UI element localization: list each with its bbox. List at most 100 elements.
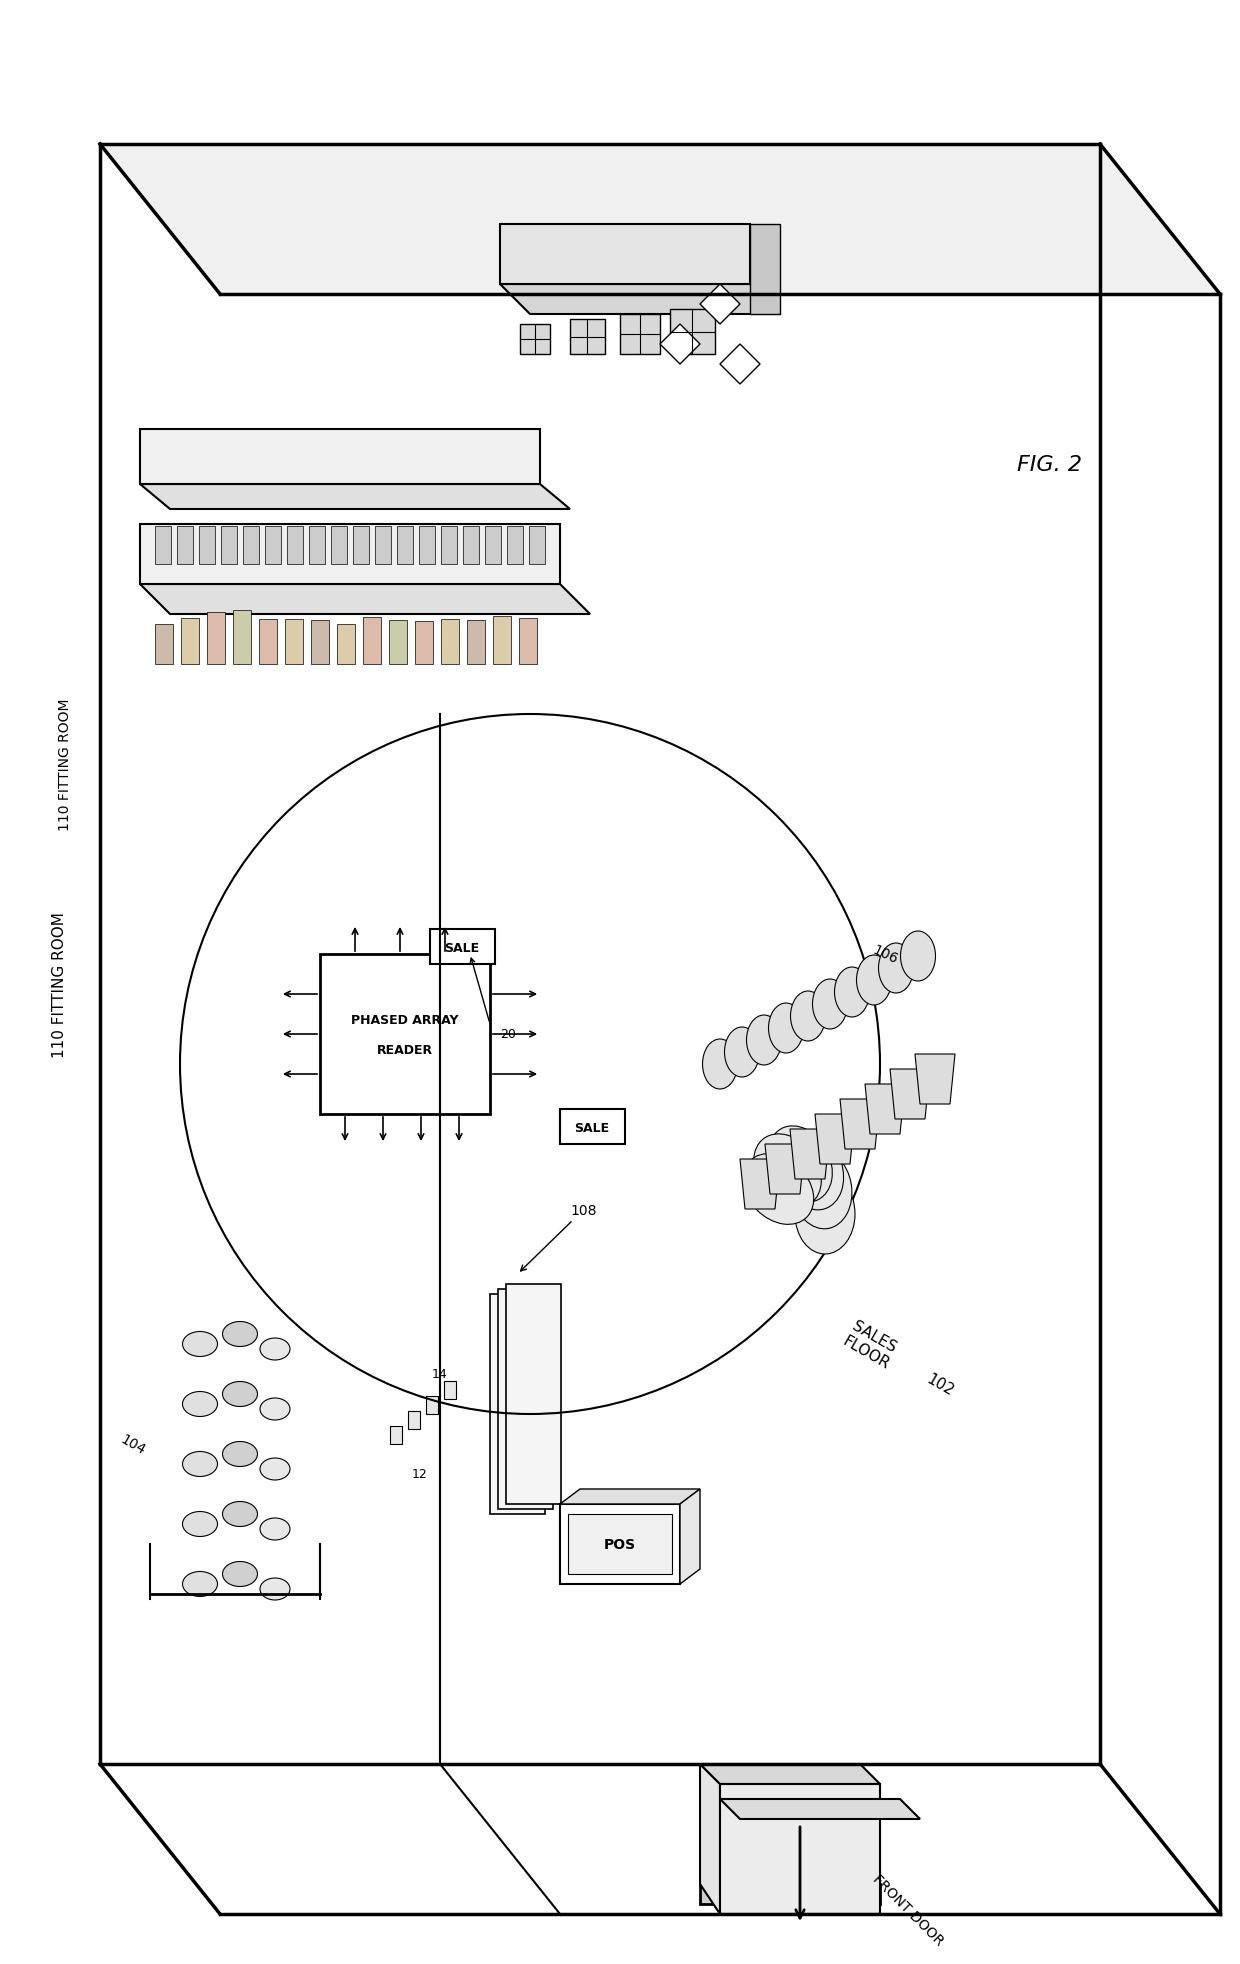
Bar [560,1504,680,1585]
Text: 110 FITTING ROOM: 110 FITTING ROOM [58,699,72,831]
Text: 106: 106 [870,943,900,966]
Text: 110 FITTING ROOM: 110 FITTING ROOM [52,911,67,1057]
Bar [243,526,259,566]
Polygon shape [839,1100,880,1149]
Bar [389,613,407,664]
Bar [363,625,381,664]
Ellipse shape [222,1442,258,1467]
Ellipse shape [222,1561,258,1587]
Bar [467,623,485,664]
Ellipse shape [182,1512,217,1536]
Bar [233,619,250,664]
Polygon shape [720,346,760,385]
Text: POS: POS [604,1538,636,1552]
Ellipse shape [835,968,869,1017]
Bar [408,1412,420,1430]
Bar [490,1294,546,1514]
Ellipse shape [222,1502,258,1526]
Polygon shape [790,1129,830,1180]
Text: SALES
FLOOR: SALES FLOOR [839,1318,900,1371]
Ellipse shape [768,1125,832,1202]
Bar [155,611,174,664]
Bar [498,1288,553,1508]
Text: READER: READER [377,1043,433,1057]
Ellipse shape [746,1015,781,1064]
Bar [391,1426,402,1444]
Polygon shape [680,1489,701,1585]
Text: FRONT DOOR: FRONT DOOR [870,1872,946,1946]
Bar [507,526,523,566]
Bar [207,611,224,664]
Polygon shape [750,226,780,314]
Bar [441,526,458,566]
Bar [415,615,433,664]
Bar [140,430,539,485]
Ellipse shape [260,1579,290,1601]
Polygon shape [890,1070,930,1119]
Text: 14: 14 [432,1367,448,1381]
Polygon shape [500,285,780,314]
Polygon shape [815,1114,856,1165]
Bar [441,621,459,664]
Text: SALE: SALE [574,1121,610,1133]
Bar [520,611,537,664]
Bar [259,623,277,664]
Bar [221,526,237,566]
Bar [265,526,281,566]
Polygon shape [660,324,701,365]
Ellipse shape [812,980,847,1029]
Polygon shape [701,1764,720,1915]
Bar [397,526,413,566]
Polygon shape [100,145,1220,295]
Text: 12: 12 [412,1467,428,1481]
Ellipse shape [743,1155,813,1226]
Polygon shape [720,1799,920,1819]
Bar [419,526,435,566]
Bar [353,526,370,566]
Bar [311,621,329,664]
Bar [427,1396,438,1414]
Text: 102: 102 [924,1371,956,1398]
Bar [198,526,215,566]
Ellipse shape [182,1332,217,1357]
Polygon shape [701,1764,880,1783]
Bar [374,526,391,566]
Bar [494,611,511,664]
Bar [463,526,479,566]
Ellipse shape [791,992,826,1041]
Bar [520,324,551,355]
Bar [286,526,303,566]
Ellipse shape [878,943,914,994]
Bar [720,1783,880,1915]
Ellipse shape [703,1039,738,1090]
Polygon shape [140,585,590,615]
Bar [337,625,355,664]
Ellipse shape [182,1571,217,1597]
Bar [155,526,171,566]
Bar [560,1110,625,1145]
Polygon shape [560,1489,701,1504]
Bar [177,526,193,566]
Bar [485,526,501,566]
Bar [331,526,347,566]
Polygon shape [140,485,570,511]
Bar [140,524,560,585]
Bar [570,320,605,355]
Text: 104: 104 [118,1432,148,1457]
Polygon shape [866,1084,905,1135]
Bar [444,1381,456,1398]
Bar [181,621,198,664]
Bar [568,1514,672,1575]
Polygon shape [915,1055,955,1104]
Polygon shape [765,1145,805,1194]
Ellipse shape [182,1451,217,1477]
Ellipse shape [857,956,892,1006]
Ellipse shape [724,1027,759,1078]
Ellipse shape [182,1392,217,1416]
Ellipse shape [222,1322,258,1347]
Ellipse shape [769,1004,804,1053]
Text: 20: 20 [500,1027,516,1041]
Bar [309,526,325,566]
Ellipse shape [795,1174,856,1255]
Ellipse shape [754,1135,821,1208]
